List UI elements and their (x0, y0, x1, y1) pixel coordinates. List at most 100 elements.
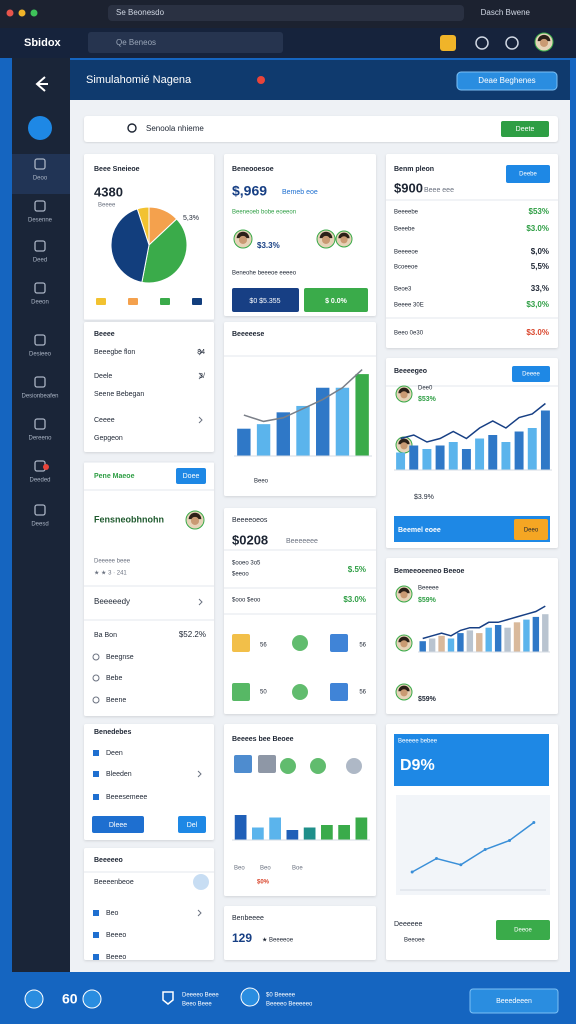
pie-slice (141, 218, 188, 284)
compare-card-text: Boe (292, 866, 303, 872)
nav-label[interactable]: Desionbeafen (21, 394, 58, 400)
rating-card-text: Benbeeee (232, 915, 264, 922)
nav-icon[interactable] (34, 200, 46, 212)
button[interactable] (496, 920, 550, 940)
window-dot (6, 9, 14, 17)
growth-card-text: Beeeeese (232, 331, 264, 338)
header-button[interactable] (456, 71, 558, 91)
browser-text: Se Beonesdo (116, 8, 165, 17)
address-bar[interactable] (108, 5, 464, 21)
chevron[interactable] (197, 909, 202, 917)
chevron[interactable] (198, 598, 203, 606)
window-dot (18, 9, 26, 17)
bar (396, 452, 406, 470)
bar (457, 633, 464, 652)
app-icon[interactable] (475, 36, 489, 50)
nav-label[interactable]: Desieeo (29, 352, 52, 358)
button[interactable] (178, 816, 206, 833)
bar (435, 445, 445, 470)
app-icon[interactable] (440, 35, 456, 51)
list-card-text: 84 (197, 349, 205, 356)
trend-card-text: Beeeee (418, 586, 439, 592)
rating-card-text: ★ Beeeeoe (262, 937, 294, 944)
avatar-face (400, 640, 408, 648)
nav-icon[interactable] (34, 418, 46, 430)
goal-card-text: Beeeee bebee (398, 739, 438, 745)
nav-label[interactable]: Deeded (29, 478, 50, 484)
bar (237, 428, 251, 456)
button[interactable] (92, 816, 144, 833)
nav-label[interactable]: Deed (33, 258, 47, 264)
footer-icon[interactable] (240, 987, 260, 1007)
chevron[interactable] (197, 770, 202, 778)
profile-card-text: Bebe (106, 675, 122, 682)
nav-label[interactable]: Dereeno (28, 436, 52, 442)
plan-card-text: Benm pleon (394, 166, 434, 173)
chevron[interactable] (198, 348, 203, 356)
chevron[interactable] (198, 372, 203, 380)
card (224, 154, 376, 316)
sidebar-logo[interactable] (28, 116, 52, 140)
button[interactable] (512, 366, 550, 382)
search-icon (127, 123, 137, 133)
list-card-text: Seene Bebegan (94, 391, 144, 398)
avatar-face (400, 391, 408, 399)
trend-card-text: $59% (418, 597, 437, 604)
list-card-text: Beeegbe flon (94, 349, 135, 356)
bar (234, 815, 247, 840)
bar (461, 449, 471, 470)
footer-icon[interactable] (24, 989, 44, 1009)
nav-icon[interactable] (34, 376, 46, 388)
nav-label[interactable]: Desenne (28, 218, 53, 224)
chart-area (396, 795, 550, 895)
avatar-hair (236, 231, 250, 239)
button[interactable] (232, 288, 299, 312)
bar (532, 616, 540, 652)
nav-label[interactable]: Deoo (33, 176, 48, 182)
nav-icon[interactable] (34, 158, 46, 170)
app-icon[interactable] (505, 36, 519, 50)
avatar-face (400, 442, 408, 450)
button[interactable] (176, 468, 206, 484)
button[interactable] (514, 519, 548, 540)
plan-card-text: $3,0% (526, 300, 549, 309)
button[interactable] (304, 288, 368, 312)
nav-label[interactable]: Deesd (31, 522, 48, 528)
list-card-text: Deele (94, 373, 112, 380)
search-bar[interactable] (84, 116, 558, 142)
bar (419, 641, 426, 652)
bar (355, 374, 369, 456)
nav-icon[interactable] (34, 334, 46, 346)
avatar-face (539, 38, 549, 47)
bar (523, 619, 530, 652)
footer-icon[interactable] (162, 991, 174, 1005)
list-card-text: Beeee (94, 331, 115, 338)
nav-icon[interactable] (34, 504, 46, 516)
footer-button[interactable] (469, 988, 559, 1014)
goal-box (394, 734, 549, 786)
nav-label[interactable]: Deeon (31, 300, 49, 306)
bar (475, 438, 485, 470)
header-text: Simulahomié Nagena (86, 74, 192, 86)
contacts-card-text: Beo (106, 910, 119, 917)
chevron[interactable] (198, 416, 203, 424)
bar (438, 635, 445, 652)
nav-icon[interactable] (34, 240, 46, 252)
pie-card-text: Beeee (98, 203, 116, 209)
revenue-card-text: $ooeo 3o5 (232, 561, 261, 567)
team-card-text: $53% (418, 396, 437, 403)
icon-dot (292, 684, 308, 700)
avatar-face (238, 235, 248, 244)
button[interactable] (506, 165, 550, 183)
bar (494, 625, 502, 652)
plan-card-text: $3.0% (526, 328, 549, 337)
app-text: Sbidox (24, 37, 62, 49)
footer-icon[interactable] (82, 989, 102, 1009)
search-button[interactable] (501, 121, 549, 137)
revenue-card-text: $.5% (348, 565, 366, 574)
nav-icon[interactable] (34, 282, 46, 294)
icon-tile (330, 683, 348, 701)
trend-line (422, 605, 546, 640)
trend-line (400, 402, 546, 443)
app-search[interactable] (88, 32, 283, 53)
